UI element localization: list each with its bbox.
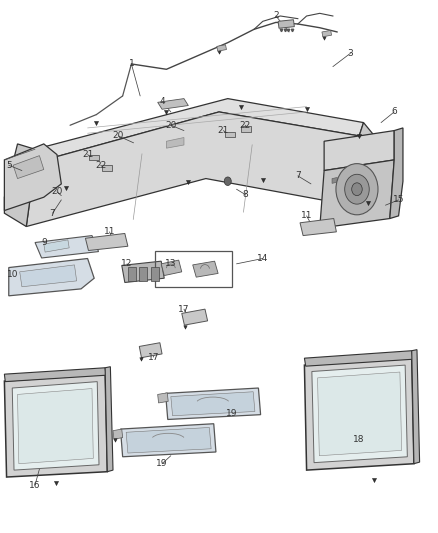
Text: 14: 14	[257, 254, 268, 263]
Circle shape	[224, 177, 231, 185]
Bar	[89, 155, 99, 160]
Polygon shape	[120, 424, 216, 457]
Polygon shape	[320, 160, 394, 228]
Polygon shape	[312, 365, 407, 463]
Text: 15: 15	[393, 196, 404, 204]
Text: 20: 20	[113, 132, 124, 140]
Polygon shape	[217, 45, 226, 51]
Circle shape	[352, 183, 362, 196]
Polygon shape	[26, 112, 359, 227]
Polygon shape	[35, 99, 364, 163]
Polygon shape	[300, 219, 336, 236]
Polygon shape	[35, 236, 99, 258]
Text: 4: 4	[159, 97, 165, 106]
Polygon shape	[166, 388, 261, 419]
Text: 17: 17	[178, 305, 190, 313]
Text: 7: 7	[295, 172, 301, 180]
Polygon shape	[13, 156, 44, 179]
Polygon shape	[193, 261, 218, 277]
Polygon shape	[12, 382, 99, 470]
Polygon shape	[4, 144, 35, 227]
Polygon shape	[332, 177, 337, 183]
Polygon shape	[324, 131, 394, 171]
Bar	[139, 267, 147, 281]
Polygon shape	[9, 259, 94, 296]
Polygon shape	[304, 358, 414, 470]
Polygon shape	[350, 123, 381, 205]
Text: 20: 20	[51, 188, 63, 196]
Text: 8: 8	[242, 190, 248, 199]
Text: 19: 19	[156, 459, 168, 468]
Polygon shape	[304, 351, 413, 366]
Polygon shape	[4, 374, 107, 477]
Polygon shape	[412, 350, 420, 464]
Polygon shape	[85, 233, 128, 251]
Polygon shape	[322, 30, 332, 37]
Polygon shape	[318, 372, 402, 456]
Bar	[155, 251, 232, 287]
Polygon shape	[158, 99, 188, 109]
Bar	[128, 267, 136, 281]
Text: 18: 18	[353, 435, 365, 444]
Text: 9: 9	[41, 238, 47, 247]
Text: 7: 7	[49, 209, 56, 217]
Bar	[225, 132, 235, 137]
Polygon shape	[158, 393, 168, 403]
Text: 22: 22	[240, 121, 251, 130]
Text: 22: 22	[95, 161, 106, 169]
Polygon shape	[122, 261, 164, 282]
Text: 19: 19	[226, 409, 238, 417]
Polygon shape	[113, 429, 123, 439]
Text: 3: 3	[347, 49, 353, 58]
Polygon shape	[20, 265, 77, 287]
Text: 11: 11	[104, 228, 115, 236]
Bar	[102, 165, 112, 171]
Text: 11: 11	[301, 212, 312, 220]
Polygon shape	[105, 367, 113, 472]
Text: 10: 10	[7, 270, 19, 279]
Text: 6: 6	[391, 108, 397, 116]
Polygon shape	[166, 138, 184, 148]
Text: 21: 21	[82, 150, 93, 159]
Polygon shape	[390, 128, 403, 219]
Polygon shape	[161, 260, 182, 276]
Polygon shape	[278, 20, 294, 28]
Text: 2: 2	[273, 12, 279, 20]
Polygon shape	[44, 240, 69, 252]
Text: 13: 13	[165, 260, 177, 268]
Polygon shape	[4, 144, 61, 211]
Circle shape	[345, 174, 369, 204]
Polygon shape	[171, 392, 255, 416]
Text: 1: 1	[128, 60, 134, 68]
Polygon shape	[139, 343, 162, 358]
Circle shape	[336, 164, 378, 215]
Text: 17: 17	[148, 353, 159, 361]
Text: 21: 21	[218, 126, 229, 135]
Polygon shape	[18, 389, 93, 464]
Text: 5: 5	[6, 161, 12, 169]
Text: 20: 20	[165, 121, 177, 130]
Polygon shape	[126, 427, 211, 453]
Polygon shape	[182, 309, 208, 325]
Bar	[151, 267, 159, 281]
Text: 12: 12	[121, 260, 133, 268]
Bar	[241, 126, 251, 132]
Text: 16: 16	[29, 481, 41, 489]
Polygon shape	[4, 368, 106, 382]
